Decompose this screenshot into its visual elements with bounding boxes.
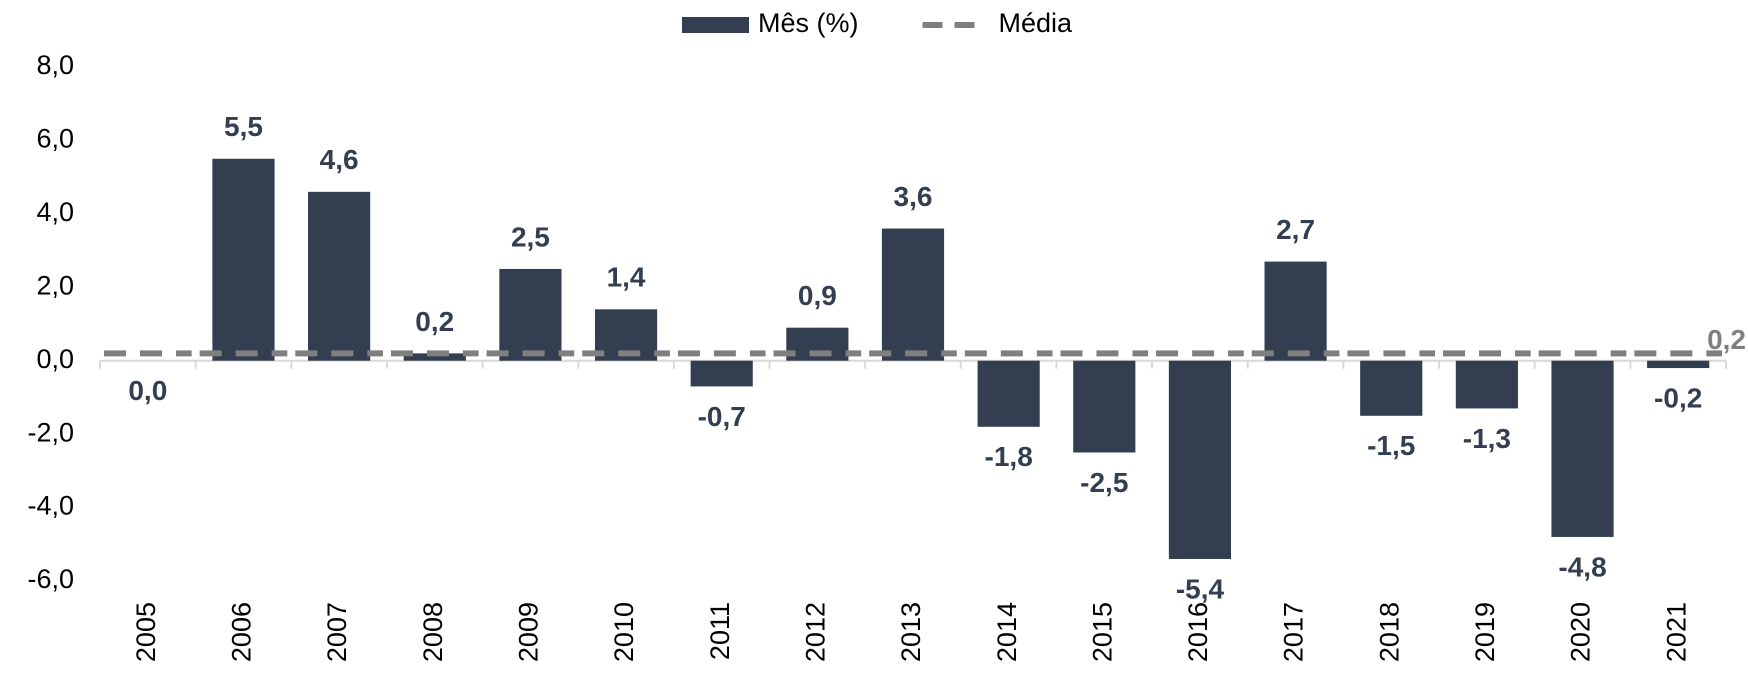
data-label: -5,4 — [1176, 573, 1225, 604]
data-label: -1,3 — [1463, 423, 1511, 454]
x-tick-label: 2019 — [1470, 602, 1500, 662]
data-label: -0,7 — [698, 401, 746, 432]
y-tick-label: 8,0 — [36, 50, 74, 80]
x-tick-label: 2017 — [1279, 602, 1309, 662]
bar — [308, 191, 371, 361]
bar — [1264, 261, 1327, 361]
x-tick-label: 2016 — [1183, 602, 1213, 662]
y-tick-label: 0,0 — [36, 344, 74, 374]
y-tick-label: 6,0 — [36, 124, 74, 154]
y-tick-label: 4,0 — [36, 197, 74, 227]
data-label: 2,7 — [1276, 214, 1315, 245]
bar — [1168, 360, 1232, 559]
bar — [977, 360, 1040, 427]
legend-swatch — [682, 17, 749, 33]
legend-label: Mês (%) — [758, 8, 859, 38]
bar — [881, 228, 945, 361]
bar — [690, 360, 753, 387]
data-label: 4,6 — [320, 144, 359, 175]
x-tick-label: 2015 — [1087, 602, 1117, 662]
legend-label: Média — [999, 8, 1074, 38]
bar — [1455, 360, 1518, 409]
data-label: 2,5 — [511, 221, 550, 252]
bar — [212, 158, 275, 361]
x-tick-label: 2008 — [418, 602, 448, 662]
x-tick-label: 2014 — [992, 602, 1022, 662]
bar — [1647, 360, 1710, 369]
y-tick-label: -6,0 — [27, 564, 74, 594]
y-tick-label: 2,0 — [36, 270, 74, 300]
bar — [1551, 360, 1614, 537]
bar — [1360, 360, 1423, 416]
data-label: -1,8 — [985, 441, 1033, 472]
x-tick-label: 2012 — [800, 602, 830, 662]
x-tick-label: 2021 — [1661, 602, 1691, 662]
x-tick-label: 2010 — [609, 602, 639, 662]
bar — [1073, 360, 1136, 453]
x-tick-label: 2011 — [705, 602, 735, 660]
x-tick-label: 2020 — [1566, 602, 1596, 662]
x-tick-label: 2005 — [131, 602, 161, 662]
data-label: -0,2 — [1654, 382, 1702, 413]
data-label: -1,5 — [1367, 430, 1415, 461]
data-label: 1,4 — [607, 262, 646, 293]
data-label: 0,9 — [798, 280, 837, 311]
y-tick-label: -4,0 — [27, 491, 74, 521]
bar — [403, 353, 466, 361]
data-label: 0,2 — [415, 306, 454, 337]
x-tick-label: 2013 — [896, 602, 926, 662]
data-label: -4,8 — [1558, 551, 1606, 582]
x-tick-label: 2006 — [227, 602, 257, 662]
data-label: 0,2 — [1707, 324, 1746, 355]
data-label: -2,5 — [1080, 467, 1128, 498]
x-tick-label: 2007 — [322, 602, 352, 662]
data-label: 3,6 — [894, 181, 933, 212]
x-tick-label: 2009 — [514, 602, 544, 662]
data-label: 0,0 — [128, 375, 167, 406]
x-tick-label: 2018 — [1374, 602, 1404, 662]
y-tick-label: -2,0 — [27, 417, 74, 447]
bar — [499, 268, 562, 361]
data-label: 5,5 — [224, 111, 263, 142]
